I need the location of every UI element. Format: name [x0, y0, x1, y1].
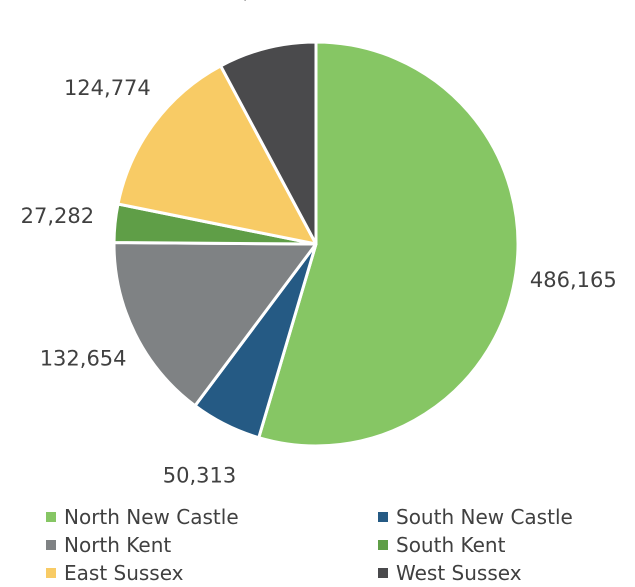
data-label-west-sussex: 69,668 [216, 0, 289, 3]
legend-swatch [378, 512, 388, 522]
data-label-east-sussex: 124,774 [64, 76, 151, 100]
pie-slice-east-sussex [116, 64, 318, 246]
legend-swatch [46, 568, 56, 578]
pie-chart: 486,165 50,313 132,654 27,282 124,774 69,668 [21, 0, 617, 487]
legend-item-south-kent: South Kent [378, 531, 626, 559]
legend-label: North New Castle [64, 505, 239, 529]
legend-swatch [378, 540, 388, 550]
legend-swatch [378, 568, 388, 578]
data-label-north-new-castle: 486,165 [530, 268, 617, 292]
legend-label: East Sussex [64, 561, 184, 585]
data-label-south-kent: 27,282 [21, 204, 94, 228]
pie-slice-north-new-castle [257, 40, 520, 448]
data-label-north-kent: 132,654 [40, 347, 127, 371]
pie-slice-west-sussex [219, 40, 318, 246]
legend-label: West Sussex [396, 561, 522, 585]
legend-label: South New Castle [396, 505, 573, 529]
legend-label: North Kent [64, 533, 172, 557]
legend-item-north-new-castle: North New Castle [46, 503, 378, 531]
legend-item-east-sussex: East Sussex [46, 559, 378, 587]
data-labels: 486,165 50,313 132,654 27,282 124,774 69,668 [21, 0, 617, 487]
data-label-south-new-castle: 50,313 [163, 463, 236, 487]
pie-slice-north-kent [112, 241, 318, 408]
legend-item-south-new-castle: South New Castle [378, 503, 626, 531]
pie-slices [112, 40, 520, 448]
legend-item-west-sussex: West Sussex [378, 559, 626, 587]
legend-swatch [46, 540, 56, 550]
legend-swatch [46, 512, 56, 522]
legend: North New Castle South New Castle North … [46, 503, 626, 587]
legend-label: South Kent [396, 533, 506, 557]
legend-item-north-kent: North Kent [46, 531, 378, 559]
